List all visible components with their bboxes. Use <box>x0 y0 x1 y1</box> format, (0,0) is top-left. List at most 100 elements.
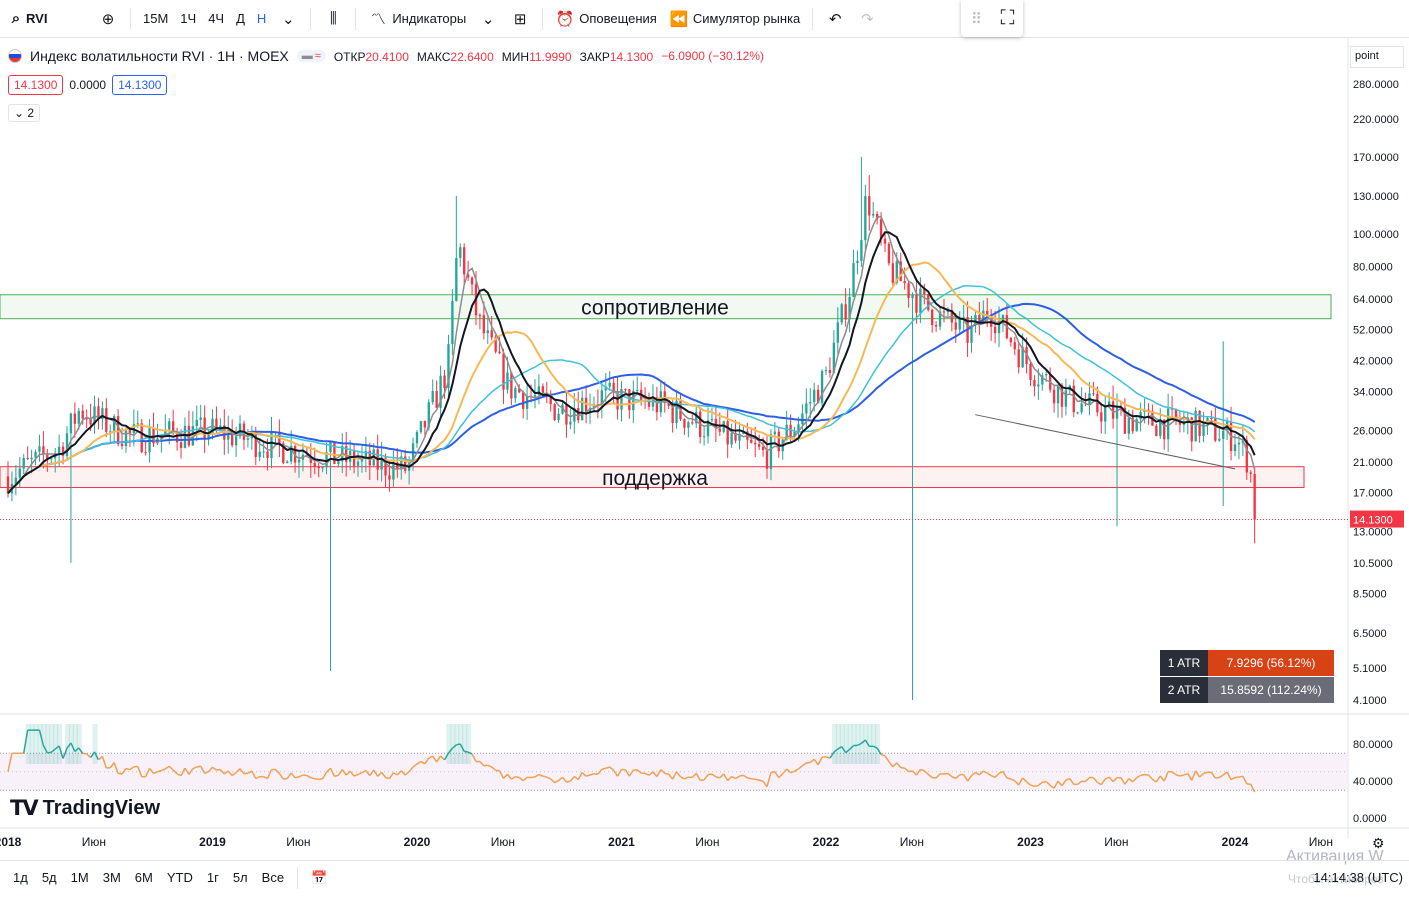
range-1m[interactable]: 1М <box>64 870 96 885</box>
range-6m[interactable]: 6М <box>128 870 160 885</box>
price-chart[interactable]: 280.0000220.0000170.0000130.0000100.0000… <box>0 38 1409 898</box>
rsi-overbought-highlight <box>30 724 35 764</box>
candle-body <box>1167 409 1169 440</box>
rsi-segment <box>893 763 897 767</box>
time-tick-label: Июн <box>82 835 106 849</box>
candle <box>829 357 831 377</box>
rsi-segment <box>873 746 877 748</box>
rsi-segment <box>1015 781 1019 785</box>
interval-d[interactable]: Д <box>230 5 251 33</box>
range-1d[interactable]: 1д <box>6 870 35 885</box>
candle-body <box>947 310 949 312</box>
goto-date-button[interactable]: 📅 <box>304 870 334 886</box>
candle-body <box>1061 385 1063 407</box>
range-1y[interactable]: 1г <box>200 870 226 885</box>
candle <box>597 390 599 419</box>
rsi-segment <box>193 767 197 769</box>
ask-box[interactable]: 14.1300 <box>112 75 167 95</box>
range-3m[interactable]: 3М <box>96 870 128 885</box>
rsi-segment <box>747 778 751 779</box>
candle-body <box>518 388 520 392</box>
candle-body <box>184 426 186 448</box>
candle-body <box>687 422 689 427</box>
close-label: ЗАКР <box>580 50 610 64</box>
candle <box>510 372 512 405</box>
time-tick-label: Июн <box>286 835 310 849</box>
bid-box[interactable]: 14.1300 <box>8 75 63 95</box>
candle <box>1234 434 1236 456</box>
chart-type-button[interactable]: ⫼ <box>317 5 349 33</box>
interval-w[interactable]: Н <box>251 5 272 33</box>
high-value: 22.6400 <box>450 50 493 64</box>
range-5d[interactable]: 5д <box>35 870 64 885</box>
candle <box>911 292 913 700</box>
candle <box>192 411 194 446</box>
candle-body <box>243 424 245 440</box>
rsi-segment <box>146 768 150 776</box>
candle-body <box>113 416 115 431</box>
symbol-search[interactable]: ⌕ RVI <box>0 5 92 33</box>
rsi-segment <box>1180 775 1184 776</box>
candle <box>1092 382 1094 396</box>
candle-body <box>1116 407 1118 418</box>
candle-body <box>1246 440 1248 472</box>
candle-body <box>636 390 638 391</box>
rsi-segment <box>350 771 354 776</box>
rsi-segment <box>456 744 460 745</box>
undo-button[interactable]: ↶ <box>819 5 851 33</box>
candle <box>1155 424 1157 436</box>
rsi-segment <box>1227 772 1231 780</box>
candle <box>207 430 209 445</box>
add-symbol-button[interactable]: ⊕ <box>92 5 124 33</box>
alerts-button[interactable]: ⏰ Оповещения <box>549 5 663 33</box>
range-ytd[interactable]: YTD <box>160 870 200 885</box>
clock[interactable]: 14:14:38 (UTC) <box>1313 870 1403 885</box>
redo-button[interactable]: ↷ <box>851 5 883 33</box>
candle-body <box>931 310 933 325</box>
candle-body <box>392 463 394 480</box>
candle <box>931 309 933 333</box>
legend-toggle[interactable]: ▬≈ <box>297 50 326 62</box>
candle-body <box>19 469 21 478</box>
interval-15m[interactable]: 15М <box>137 5 174 33</box>
candle <box>89 404 91 431</box>
rsi-overbought-highlight <box>37 724 42 764</box>
replay-button[interactable]: ⏪ Симулятор рынка <box>663 5 806 33</box>
candle-body <box>624 389 626 390</box>
candle <box>687 421 689 438</box>
interval-1h[interactable]: 1Ч <box>174 5 202 33</box>
candle-body <box>455 258 457 301</box>
interval-dropdown[interactable]: ⌄ <box>272 5 304 33</box>
candle <box>864 185 866 250</box>
candle <box>357 452 359 477</box>
collapse-indicators-button[interactable]: ⌄ 2 <box>8 104 40 122</box>
indicators-dropdown[interactable]: ⌄ <box>472 5 504 33</box>
candle <box>498 336 500 354</box>
rsi-segment <box>830 752 834 758</box>
candle <box>565 391 567 438</box>
candle <box>573 393 575 434</box>
price-scale-mode[interactable]: point <box>1350 46 1404 68</box>
candle-body <box>479 315 481 316</box>
rsi-segment <box>783 769 787 774</box>
candle-body <box>966 317 968 343</box>
candle <box>939 307 941 330</box>
candle-body <box>809 402 811 403</box>
rsi-segment <box>1243 776 1247 784</box>
indicators-button[interactable]: 〽 Индикаторы <box>362 5 472 33</box>
rsi-segment <box>228 771 232 776</box>
candle-body <box>215 419 217 428</box>
candle-body <box>1226 422 1228 431</box>
select-area-icon[interactable]: ⛶ <box>998 9 1018 29</box>
candle <box>30 450 32 473</box>
candle <box>746 423 748 449</box>
candle <box>1069 385 1071 394</box>
rsi-segment <box>677 772 681 777</box>
candle <box>1147 403 1149 424</box>
interval-4h[interactable]: 4Ч <box>202 5 230 33</box>
layouts-button[interactable]: ⊞ <box>504 5 536 33</box>
drag-handle-icon[interactable]: ⠿ <box>967 9 987 29</box>
range-5y[interactable]: 5л <box>226 870 255 885</box>
range-all[interactable]: Все <box>255 870 291 885</box>
rsi-segment <box>1125 779 1129 785</box>
